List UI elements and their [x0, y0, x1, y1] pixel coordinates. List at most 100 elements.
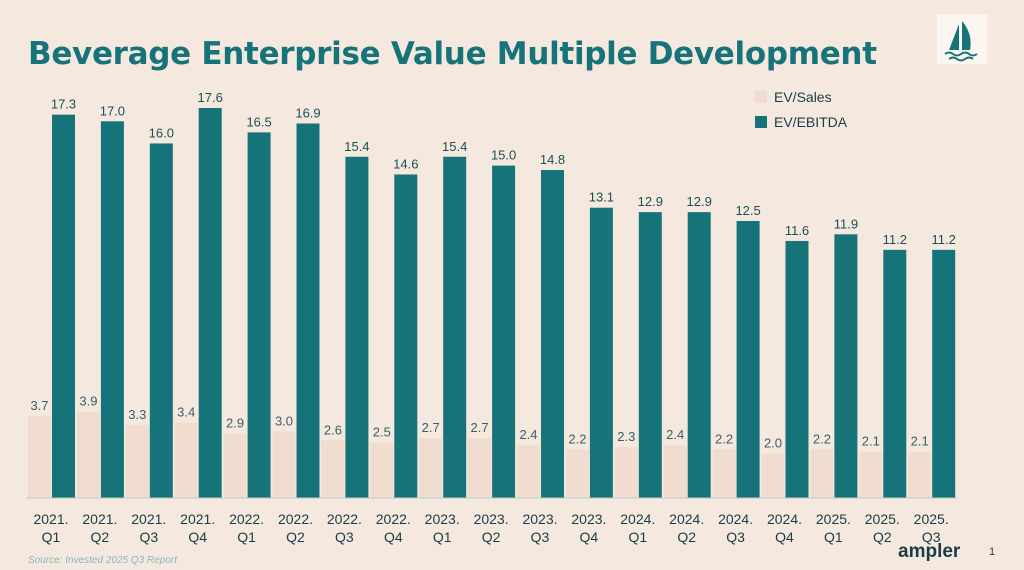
x-tick-label-quarter: Q2	[873, 529, 892, 545]
x-tick-label-year: 2022.	[229, 511, 264, 527]
x-tick-label-quarter: Q2	[91, 529, 110, 545]
page-number: 1	[989, 546, 996, 558]
x-tick-label-quarter: Q1	[237, 529, 256, 545]
x-tick-label-year: 2023.	[425, 511, 460, 527]
ev-ebitda-bar	[394, 174, 418, 498]
ev-ebitda-bar	[834, 234, 858, 498]
x-tick-label-quarter: Q3	[922, 529, 941, 545]
ev-ebitda-bar	[100, 121, 124, 498]
ev-sales-data-label: 2.3	[617, 429, 635, 444]
legend-swatch-ev-sales	[755, 91, 767, 103]
ev-sales-data-label: 2.2	[813, 431, 831, 446]
x-tick-label-year: 2023.	[571, 511, 606, 527]
x-tick-label-year: 2021.	[180, 511, 215, 527]
x-tick-label-year: 2025.	[816, 511, 851, 527]
ev-ebitda-bar	[198, 108, 222, 498]
legend-swatch-ev-ebitda	[755, 116, 767, 128]
x-tick-label-quarter: Q3	[726, 529, 745, 545]
ev-sales-data-label: 3.0	[275, 414, 293, 429]
ev-sales-bar	[76, 411, 100, 498]
x-tick-label-quarter: Q2	[482, 529, 501, 545]
x-tick-label-quarter: Q3	[139, 529, 158, 545]
x-tick-label-year: 2024.	[669, 511, 704, 527]
ev-sales-bar	[908, 451, 932, 498]
x-tick-label-year: 2021.	[82, 511, 117, 527]
ev-ebitda-bar	[883, 249, 907, 498]
ev-ebitda-data-label: 11.2	[883, 232, 907, 247]
ev-sales-bar	[321, 440, 345, 498]
ev-ebitda-data-label: 11.6	[785, 223, 809, 238]
ev-ebitda-data-label: 17.0	[100, 103, 125, 118]
ev-sales-data-label: 3.3	[128, 407, 146, 422]
ev-ebitda-data-label: 14.8	[540, 152, 565, 167]
chart-title: Beverage Enterprise Value Multiple Devel…	[28, 36, 877, 72]
brand-logo: ampler	[898, 541, 961, 562]
ev-sales-bar	[712, 449, 736, 498]
x-tick-label-quarter: Q2	[677, 529, 696, 545]
ev-sales-data-label: 3.4	[177, 405, 195, 420]
ev-ebitda-data-label: 11.2	[932, 232, 956, 247]
ev-sales-bar	[761, 453, 785, 498]
ev-ebitda-bar	[541, 170, 564, 498]
ev-sales-data-label: 2.6	[324, 422, 342, 437]
x-tick-label-year: 2024.	[718, 511, 753, 527]
x-tick-label-year: 2025.	[914, 511, 949, 527]
ev-sales-bar	[419, 438, 443, 498]
x-tick-label-quarter: Q2	[286, 529, 305, 545]
x-tick-label-quarter: Q3	[531, 529, 550, 545]
x-tick-label-year: 2021.	[33, 511, 68, 527]
x-tick-label-year: 2024.	[620, 511, 655, 527]
ev-sales-bar	[517, 444, 540, 498]
ev-sales-bar	[125, 424, 149, 498]
ev-ebitda-bar	[443, 156, 467, 498]
ev-ebitda-bar	[296, 123, 320, 499]
ev-sales-bar	[859, 451, 883, 498]
ev-sales-bar	[614, 447, 638, 498]
x-tick-label-year: 2022.	[278, 511, 313, 527]
ev-sales-data-label: 2.4	[666, 427, 684, 442]
ev-ebitda-data-label: 12.9	[638, 194, 663, 209]
ev-ebitda-bar	[149, 143, 173, 499]
x-tick-label-quarter: Q1	[433, 529, 452, 545]
ev-sales-bar	[272, 431, 296, 498]
ev-sales-data-label: 2.5	[373, 425, 391, 440]
ev-ebitda-bar	[736, 221, 760, 499]
ev-ebitda-bar	[247, 132, 271, 498]
ev-ebitda-bar	[687, 212, 711, 499]
sailboat-logo-icon	[944, 21, 978, 62]
ev-sales-data-label: 2.7	[471, 420, 489, 435]
ev-ebitda-data-label: 17.3	[51, 97, 76, 112]
x-tick-label-year: 2024.	[767, 511, 802, 527]
x-tick-label-quarter: Q3	[335, 529, 354, 545]
x-tick-label-quarter: Q1	[628, 529, 647, 545]
ev-ebitda-data-label: 15.4	[344, 139, 369, 154]
ev-ebitda-bar	[52, 114, 75, 498]
ev-sales-bar	[565, 449, 589, 498]
ev-sales-bar	[810, 449, 834, 498]
legend-label-ev-sales: EV/Sales	[774, 89, 832, 105]
x-tick-label-quarter: Q4	[775, 529, 794, 545]
ev-ebitda-data-label: 15.0	[491, 148, 516, 163]
legend-label-ev-ebitda: EV/EBITDA	[774, 114, 848, 130]
x-tick-label-year: 2022.	[376, 511, 411, 527]
x-tick-label-quarter: Q1	[42, 529, 61, 545]
x-tick-label-year: 2025.	[865, 511, 900, 527]
ev-ebitda-data-label: 12.5	[735, 203, 760, 218]
ev-ebitda-data-label: 17.6	[198, 90, 223, 105]
x-tick-label-year: 2023.	[474, 511, 509, 527]
ev-sales-data-label: 2.0	[764, 436, 782, 451]
ev-ebitda-data-label: 16.5	[246, 114, 271, 129]
ev-sales-bar	[174, 422, 198, 498]
ev-ebitda-bar	[345, 156, 369, 498]
logo	[937, 14, 987, 64]
x-tick-label-year: 2021.	[131, 511, 166, 527]
source-note: Source: Invested 2025 Q3 Report	[28, 555, 177, 566]
ev-ebitda-data-label: 16.9	[295, 106, 320, 121]
ev-sales-data-label: 3.9	[79, 394, 97, 409]
ev-sales-data-label: 2.7	[422, 420, 440, 435]
x-tick-label-quarter: Q4	[384, 529, 403, 545]
ev-sales-bar	[28, 416, 51, 498]
x-tick-label-year: 2022.	[327, 511, 362, 527]
ev-ebitda-bar	[638, 212, 662, 499]
